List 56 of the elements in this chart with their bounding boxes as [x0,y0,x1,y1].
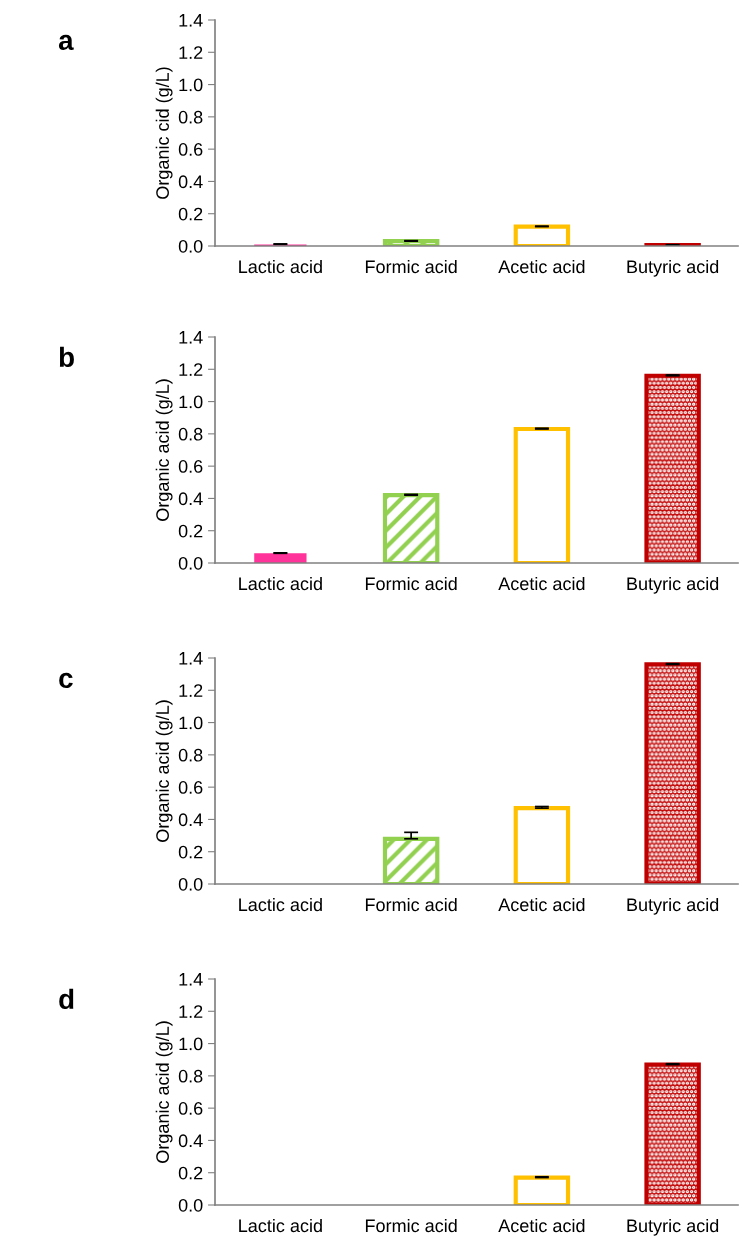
x-tick-label: Formic acid [365,259,457,274]
y-tick-label: 0.2 [178,524,203,538]
y-tick-label: 1.0 [179,395,203,409]
text: d [59,988,74,1010]
y-axis-title: Organic cid (g/L) [155,67,173,199]
y-tick-label: 1.0 [179,78,203,92]
y-tick-label: 0.4 [178,1134,203,1148]
x-tick-label: Lactic acid [239,1218,322,1233]
y-tick-label: 1.0 [179,1037,203,1051]
x-tick-label: Butyric acid [627,259,719,277]
y-tick-label: 1.2 [179,684,203,697]
y-tick-label: 1.4 [179,973,203,986]
x-tick-label: Butyric acid [627,897,719,915]
y-tick-label: 0.0 [178,877,203,891]
y-tick-label: 0.2 [178,207,203,221]
y-tick-label: 0.6 [178,460,203,473]
y-tick-label: 0.4 [178,492,203,506]
text: c [59,672,73,689]
x-tick-label: Acetic acid [498,576,585,591]
x-tick-label: Formic acid [365,576,457,591]
text: a [58,34,74,51]
y-tick-label: 0.8 [178,427,203,441]
y-tick-label: 1.4 [179,14,203,27]
y-tick-label: 0.6 [178,143,203,156]
y-tick-label: 1.2 [179,46,203,59]
y-tick-label: 1.0 [179,716,203,730]
y-axis-title: Organic acid (g/L) [155,379,173,521]
text: b [59,346,74,368]
x-tick-label: Acetic acid [498,897,585,912]
y-tick-label: 1.4 [179,652,203,665]
y-tick-label: 0.8 [178,110,203,124]
x-tick-label: Butyric acid [627,576,719,594]
y-tick-label: 1.2 [179,363,203,376]
y-tick-label: 0.0 [178,1198,203,1212]
x-tick-label: Lactic acid [239,897,322,912]
y-tick-label: 0.6 [178,1102,203,1115]
x-tick-label: Acetic acid [498,259,585,274]
x-tick-label: Formic acid [365,1218,457,1233]
x-tick-label: Butyric acid [627,1218,719,1236]
y-tick-label: 0.0 [178,556,203,570]
y-tick-label: 0.8 [178,1069,203,1083]
y-tick-label: 0.4 [178,813,203,827]
x-tick-label: Lactic acid [239,576,322,591]
y-tick-label: 0.2 [178,1166,203,1180]
y-tick-label: 0.0 [178,239,203,253]
y-axis-title: Organic acid (g/L) [155,1021,173,1163]
x-tick-label: Formic acid [365,897,457,912]
y-tick-label: 0.8 [178,748,203,762]
y-tick-label: 0.6 [178,781,203,794]
y-axis-title: Organic acid (g/L) [155,700,173,842]
y-tick-label: 0.2 [178,845,203,859]
x-tick-label: Lactic acid [239,259,322,274]
x-tick-label: Acetic acid [498,1218,585,1233]
y-tick-label: 1.4 [179,331,203,344]
y-tick-label: 1.2 [179,1005,203,1018]
y-tick-label: 0.4 [178,175,203,189]
